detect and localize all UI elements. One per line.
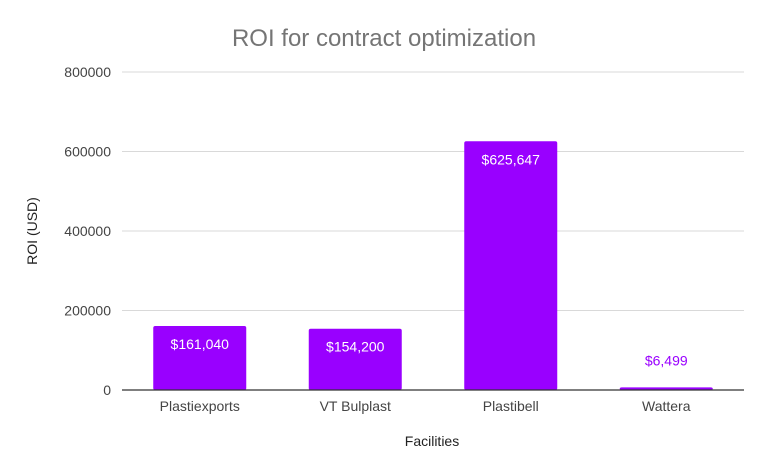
data-label: $625,647 (482, 151, 541, 167)
data-label: $154,200 (326, 339, 385, 355)
bar (464, 141, 558, 390)
bar (308, 328, 402, 390)
y-tick-label: 600000 (64, 144, 111, 160)
chart-title: ROI for contract optimization (232, 25, 536, 52)
x-axis-title: Facilities (405, 433, 459, 449)
y-axis-title: ROI (USD) (24, 197, 40, 265)
data-labels: $161,040 $154,200 $625,647 $6,499 (171, 151, 688, 368)
y-tick-label: 200000 (64, 303, 111, 319)
y-tick-label: 800000 (64, 64, 111, 80)
x-tick-label: Plastibell (483, 398, 539, 414)
y-tick-label: 400000 (64, 223, 111, 239)
x-tick-label: Wattera (642, 398, 691, 414)
bar (153, 325, 247, 390)
data-label: $6,499 (645, 352, 688, 368)
gridlines (122, 71, 744, 311)
x-tick-label: VT Bulplast (320, 398, 391, 414)
y-tick-label: 0 (103, 382, 111, 398)
x-tick-label: Plastiexports (160, 398, 240, 414)
bars (153, 141, 713, 390)
y-axis-ticks: 0 200000 400000 600000 800000 (64, 64, 111, 398)
data-label: $161,040 (171, 336, 230, 352)
bar (619, 387, 713, 390)
x-axis-ticks: Plastiexports VT Bulplast Plastibell Watter… (160, 398, 691, 414)
